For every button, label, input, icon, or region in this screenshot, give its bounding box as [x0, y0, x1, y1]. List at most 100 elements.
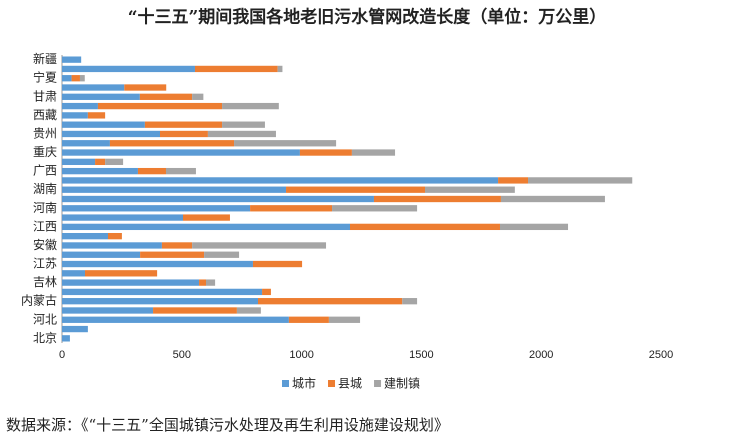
bar-segment [62, 84, 125, 91]
bar-segment [62, 102, 98, 110]
bar-segment [62, 195, 374, 203]
y-tick-label: 湖南 [33, 181, 57, 196]
bar-segment [262, 288, 271, 296]
bar-segment [62, 75, 72, 82]
bar-segment [402, 298, 418, 305]
bar-segment [62, 140, 110, 147]
bar-segment [192, 93, 204, 100]
bar-segment [62, 223, 350, 231]
bar-segment [137, 167, 166, 175]
x-tick-label: 2000 [529, 349, 553, 361]
bar-segment [62, 298, 258, 305]
bar-segment [62, 335, 70, 342]
x-tick-label: 500 [173, 349, 191, 361]
bar-segment [161, 242, 193, 249]
bar-segment [222, 121, 265, 128]
bar-segment [288, 316, 329, 323]
bar-segment [62, 325, 88, 333]
bar-segment [236, 307, 261, 314]
bar-segment [62, 270, 86, 277]
bar-segment [252, 260, 303, 268]
bar-segment [222, 102, 279, 110]
legend-label: 城市 [292, 376, 316, 391]
bar-segment [373, 195, 501, 203]
y-tick-label: 江西 [33, 219, 57, 233]
bar-segment [528, 177, 633, 184]
y-tick-label: 吉林 [33, 275, 57, 289]
y-tick-label: 贵州 [33, 126, 57, 140]
x-tick-label: 2500 [649, 349, 673, 361]
bar-segment [328, 316, 361, 323]
bar-segment [62, 242, 162, 249]
bar-segment [139, 93, 193, 100]
bar-segment [234, 140, 337, 147]
bar-segment [62, 186, 287, 193]
bar-segment [153, 307, 237, 314]
y-tick-label: 北京 [33, 331, 57, 345]
bar-segment [62, 307, 154, 314]
y-tick-label: 西藏 [33, 108, 57, 122]
bar-segment [257, 298, 403, 305]
chart-title: “十三五”期间我国各地老旧污水管网改造长度（单位：万公里） [128, 7, 607, 28]
y-tick-label: 河南 [33, 200, 57, 215]
bar-segment [62, 112, 88, 119]
bar-segment [62, 279, 200, 286]
x-tick-label: 0 [59, 349, 65, 361]
y-tick-label: 重庆 [33, 145, 57, 159]
bar-segment [62, 233, 109, 240]
x-tick-label: 1000 [289, 349, 313, 361]
bar-segment [95, 158, 106, 165]
bar-segment [207, 130, 276, 138]
bar-segment [62, 121, 145, 128]
legend-swatch [282, 380, 289, 387]
bar-segment [87, 112, 106, 119]
bar-segment [108, 233, 122, 240]
y-tick-label: 河北 [33, 312, 57, 326]
bar-segment [140, 251, 205, 258]
legend-swatch [328, 380, 336, 387]
y-tick-label: 安徽 [33, 237, 57, 252]
bar-segment [62, 167, 138, 175]
bar-segment [85, 270, 158, 277]
bar-segment [109, 140, 235, 147]
y-tick-label: 宁夏 [33, 70, 57, 85]
bar-segment [144, 121, 223, 128]
source-note: 数据来源：《“十三五”全国城镇污水处理及再生利用设施建设规划》 [6, 416, 449, 434]
bar-segment [124, 84, 167, 91]
bar-segment [62, 260, 253, 268]
bar-segment [62, 288, 263, 296]
bar-segment [62, 56, 82, 63]
bar-segment [62, 65, 195, 73]
bar-segment [62, 130, 160, 138]
y-tick-label: 内蒙古 [21, 293, 57, 308]
bar-segment [62, 177, 499, 184]
bar-segment [105, 158, 124, 165]
bar-segment [79, 75, 85, 82]
bar-segment [351, 149, 396, 156]
bar-segment [498, 177, 529, 184]
bar-segment [192, 242, 327, 249]
bar-segment [299, 149, 352, 156]
bar-segment [499, 223, 569, 231]
bar-segment [500, 195, 605, 203]
bar-segment [71, 75, 80, 82]
y-tick-label: 江苏 [33, 257, 57, 271]
bar-segment [62, 158, 96, 165]
legend-swatch [374, 380, 382, 387]
legend-label: 县城 [338, 377, 362, 391]
bar-segment [182, 214, 230, 221]
bar-segment [62, 251, 141, 258]
bar-segment [165, 167, 196, 175]
y-tick-label: 新疆 [33, 51, 57, 66]
bar-segment [199, 279, 206, 286]
bar-segment [62, 149, 300, 156]
bar-segment [332, 205, 418, 212]
bar-segment [349, 223, 500, 231]
bar-segment [205, 279, 216, 286]
y-tick-label: 广西 [33, 164, 57, 178]
bar-segment [194, 65, 278, 73]
bar-segment [204, 251, 240, 258]
bar-segment [62, 214, 183, 221]
bar-segment [277, 65, 283, 73]
